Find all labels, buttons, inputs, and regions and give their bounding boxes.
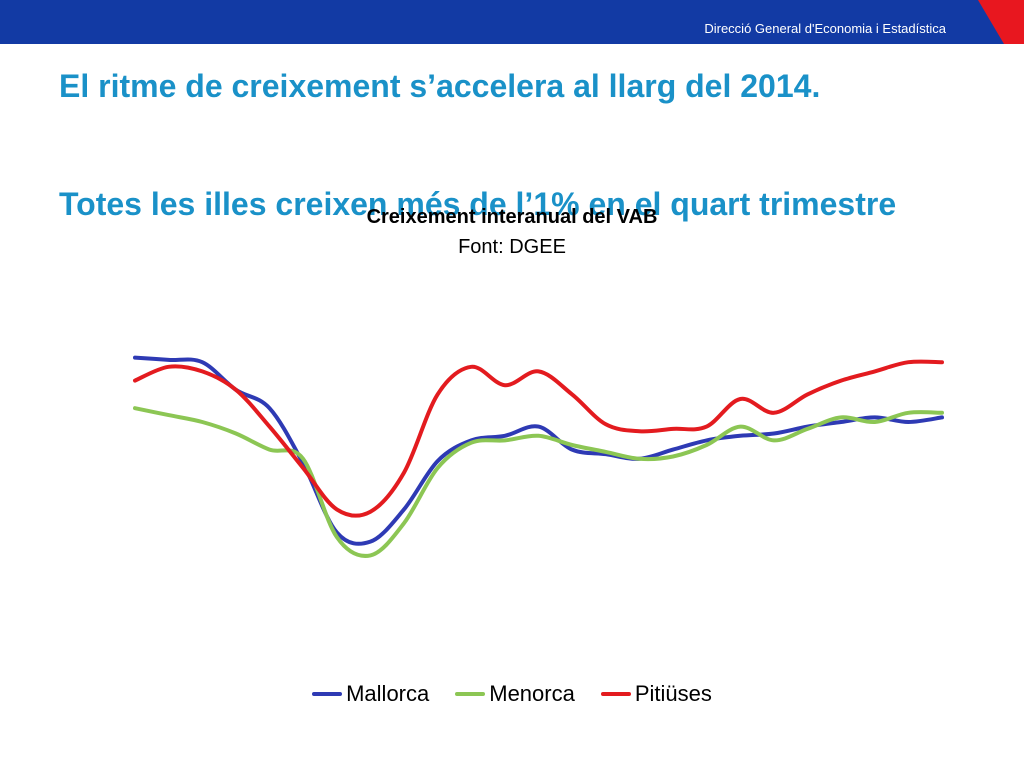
legend-label-pitiuses: Pitiüses [634,681,712,706]
legend-label-menorca: Menorca [489,681,575,706]
chart-legend: Mallorca Menorca Pitiüses [0,681,1024,707]
headline-primary: El ritme de creixement s’accelera al lla… [59,68,821,104]
headline-secondary: Totes les illes creixen més de l’1% en e… [59,186,897,222]
series-line-pitiuses [133,359,944,518]
legend-item-mallorca: Mallorca [312,681,429,707]
series-line-menorca [133,406,944,558]
legend-item-menorca: Menorca [455,681,575,707]
legend-swatch-menorca [455,692,486,696]
org-name: Direcció General d'Economia i Estadístic… [704,21,946,36]
chart-title: Creixement interanual del VAB [366,206,658,228]
legend-swatch-mallorca [312,692,343,696]
chart-subtitle: Font: DGEE [458,236,566,258]
corner-flag-icon [978,0,1024,44]
header-bar: Direcció General d'Economia i Estadístic… [0,0,1024,44]
series-line-mallorca [133,355,944,546]
legend-item-pitiuses: Pitiüses [600,681,712,707]
legend-swatch-pitiuses [600,692,631,696]
legend-label-mallorca: Mallorca [346,681,430,706]
